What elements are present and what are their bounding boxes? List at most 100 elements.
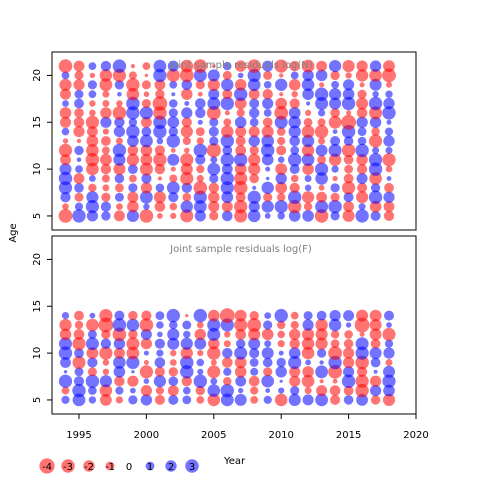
residual-bubble [234, 87, 248, 101]
residual-bubble [114, 117, 125, 128]
residual-bubble [343, 347, 355, 359]
residual-bubble [222, 210, 233, 222]
residual-bubble [356, 97, 369, 110]
residual-bubble [153, 124, 167, 139]
residual-bubble [328, 199, 342, 214]
residual-bubble [372, 91, 379, 98]
residual-bubble [328, 318, 342, 332]
residual-bubble [247, 78, 261, 92]
residual-bubble [371, 127, 380, 136]
residual-bubble [86, 318, 99, 332]
residual-bubble [140, 134, 153, 148]
residual-bubble [156, 349, 164, 357]
residual-bubble [263, 81, 272, 89]
residual-bubble [304, 175, 312, 182]
residual-bubble [356, 116, 368, 128]
residual-bubble [357, 164, 368, 175]
residual-bubble [315, 162, 329, 176]
residual-bubble [275, 78, 288, 92]
residual-bubble [139, 365, 153, 379]
residual-bubble [328, 153, 342, 166]
residual-bubble [276, 127, 286, 136]
residual-bubble [221, 191, 234, 204]
residual-bubble [99, 384, 113, 397]
residual-bubble [277, 320, 286, 330]
residual-bubble [72, 383, 86, 398]
residual-bubble [274, 59, 288, 73]
residual-bubble [155, 386, 164, 395]
residual-bubble [275, 172, 287, 185]
residual-bubble [288, 393, 301, 406]
residual-bubble [328, 355, 342, 370]
residual-bubble [223, 61, 232, 71]
residual-bubble [98, 317, 114, 333]
residual-bubble [277, 156, 285, 163]
residual-bubble [140, 328, 152, 340]
residual-bubble [74, 70, 84, 80]
residual-bubble [63, 370, 68, 374]
residual-bubble [116, 203, 123, 211]
residual-bubble [196, 174, 204, 183]
y-tick-label: 20 [32, 253, 43, 266]
residual-bubble [384, 339, 394, 348]
residual-bubble [209, 117, 219, 127]
residual-bubble [85, 337, 99, 351]
residual-bubble [342, 60, 355, 73]
residual-bubble [100, 338, 112, 349]
residual-bubble [166, 181, 180, 195]
residual-bubble [248, 163, 261, 176]
residual-bubble [223, 377, 232, 386]
residual-bubble [140, 153, 153, 166]
residual-bubble [114, 192, 124, 202]
residual-bubble [302, 191, 315, 204]
residual-bubble [332, 175, 338, 182]
residual-bubble [61, 312, 70, 320]
residual-bubble [168, 192, 179, 203]
residual-bubble [384, 182, 394, 193]
residual-bubble [343, 395, 354, 405]
residual-bubble [169, 80, 178, 89]
residual-bubble [140, 182, 152, 194]
residual-bubble [60, 116, 71, 128]
residual-bubble [236, 339, 246, 349]
residual-bubble [248, 135, 260, 147]
residual-bubble [370, 183, 381, 193]
residual-bubble [289, 135, 301, 147]
residual-bubble [315, 337, 328, 350]
residual-bubble [302, 328, 315, 341]
residual-bubble [86, 144, 99, 157]
residual-bubble [331, 80, 339, 89]
residual-bubble [249, 145, 259, 155]
residual-bubble [277, 330, 286, 339]
residual-bubble [100, 116, 112, 128]
y-tick-label: 10 [32, 163, 43, 176]
residual-bubble [316, 385, 328, 397]
residual-bubble [100, 201, 111, 212]
residual-bubble [302, 366, 314, 378]
residual-bubble [99, 309, 113, 323]
residual-bubble [264, 213, 271, 219]
residual-bubble [247, 68, 261, 82]
residual-bubble [343, 385, 354, 396]
legend-label: 2 [168, 462, 174, 473]
residual-bubble [383, 210, 395, 221]
residual-bubble [369, 78, 382, 91]
residual-bubble [113, 347, 125, 359]
residual-bubble [168, 108, 178, 118]
residual-bubble [181, 182, 192, 193]
residual-bubble [306, 101, 311, 106]
residual-bubble [343, 173, 354, 184]
residual-bubble [261, 374, 275, 388]
residual-bubble [317, 348, 327, 358]
residual-bubble [235, 60, 247, 72]
residual-bubble [100, 107, 112, 119]
residual-bubble [58, 181, 73, 195]
residual-bubble [234, 393, 247, 406]
residual-bubble [264, 340, 272, 348]
residual-bubble [73, 173, 85, 184]
residual-bubble [207, 97, 221, 110]
residual-bubble [88, 386, 97, 395]
residual-bubble [290, 311, 299, 320]
residual-bubble [252, 185, 257, 190]
residual-bubble [128, 310, 138, 321]
